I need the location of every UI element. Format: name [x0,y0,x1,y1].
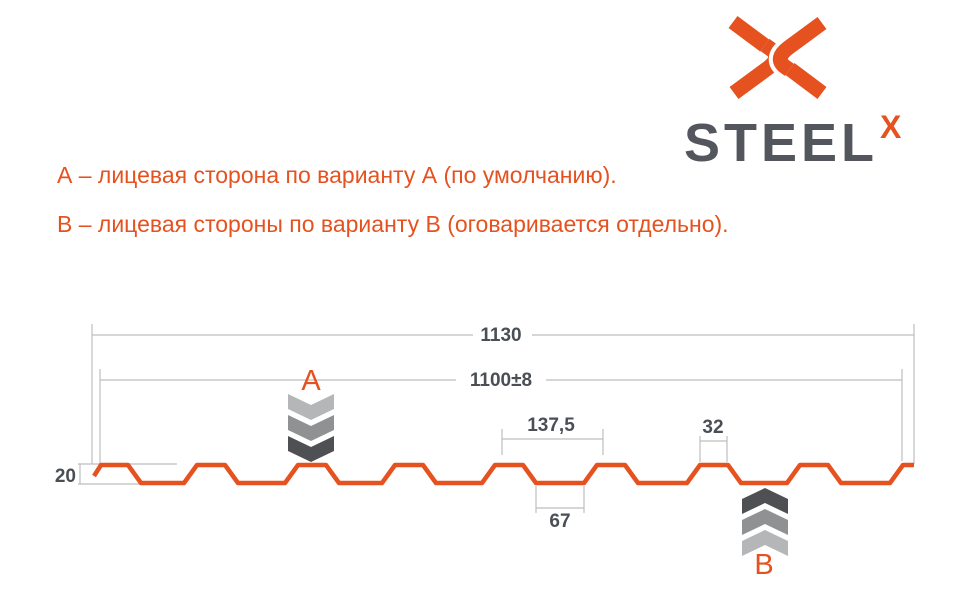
marker-variant-b: B [742,488,788,581]
brand-name: STEEL [684,113,879,173]
dim-cover-width-label: 1100±8 [470,370,532,391]
chevron-down-icon [288,436,334,462]
chevron-down-icon [288,394,334,420]
chevron-up-icon [742,488,788,514]
note-variant-b: В – лицевая стороны по варианту В (огова… [57,211,729,237]
dimension-trough-width: 67 [535,486,585,532]
logo-arm-top-right [772,16,827,78]
dimension-cover-width: 1100±8 [99,369,903,464]
marker-b-chevrons [742,488,788,556]
logo-arm-bottom-right [785,63,827,99]
note-variant-a: А – лицевая сторона по варианту А (по ум… [57,162,617,188]
chevron-down-icon [288,415,334,441]
dim-crest-width-label: 32 [702,417,723,438]
dim-trough-width-label: 67 [549,511,570,532]
dim-overall-width-label: 1130 [480,325,521,346]
chevron-up-icon [742,509,788,535]
steelx-logo-icon [727,15,829,101]
dim-profile-height-label: 20 [55,466,76,487]
marker-a-chevrons [288,394,334,462]
marker-a-letter: A [301,365,321,397]
profile-outline [92,462,914,486]
dimension-overall-width: 1130 [91,324,915,464]
dimension-crest-width: 32 [699,417,728,462]
dimension-pitch: 137,5 [501,415,604,455]
brand-x-superscript: X [880,109,902,145]
logo-arm-top-left [728,15,773,55]
dim-pitch-label: 137,5 [527,415,575,436]
marker-variant-a: A [288,365,334,462]
brand-wordmark: STEELX [684,100,902,170]
marker-b-letter: B [754,549,773,581]
chevron-up-icon [742,530,788,556]
